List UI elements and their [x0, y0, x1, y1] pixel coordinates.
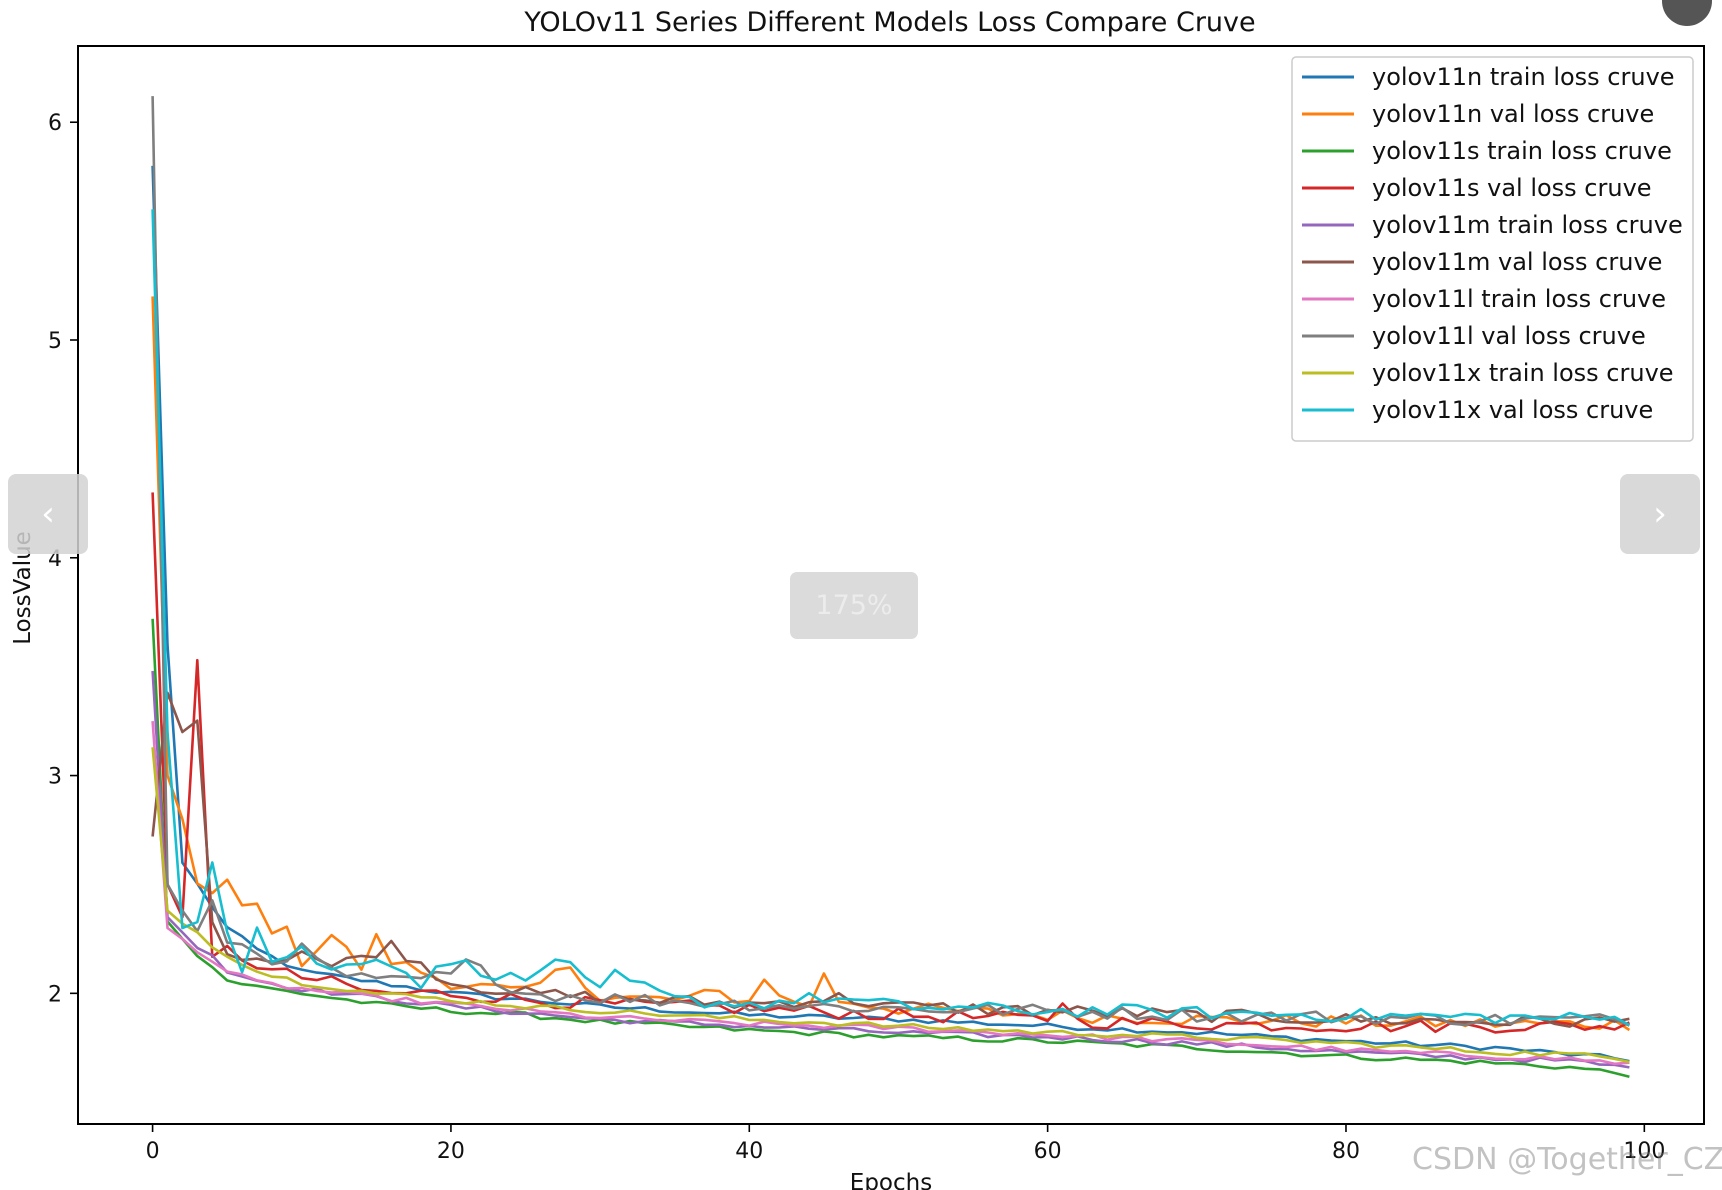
y-tick-label: 6	[48, 111, 62, 136]
series-layer	[151, 96, 1631, 1078]
legend-label: yolov11n val loss cruve	[1372, 100, 1654, 128]
legend-label: yolov11n train loss cruve	[1372, 63, 1675, 91]
zoom-level-badge: 175%	[790, 572, 918, 639]
legend-label: yolov11s train loss cruve	[1372, 137, 1672, 165]
series-line-7	[151, 721, 1630, 1066]
watermark: CSDN @Together_CZ	[1412, 1142, 1722, 1177]
series-line-8	[151, 96, 1630, 1027]
previous-image-button[interactable]: ‹	[8, 474, 88, 554]
x-axis-label: Epochs	[850, 1170, 932, 1190]
series-line-1	[151, 165, 1630, 1063]
legend-label: yolov11x train loss cruve	[1372, 359, 1674, 387]
legend-label: yolov11l train loss cruve	[1372, 285, 1666, 313]
next-image-button[interactable]: ›	[1620, 474, 1700, 554]
series-line-3	[151, 618, 1630, 1078]
legend-label: yolov11m val loss cruve	[1372, 248, 1662, 276]
legend-label: yolov11m train loss cruve	[1372, 211, 1683, 239]
series-line-5	[151, 670, 1630, 1069]
legend-label: yolov11s val loss cruve	[1372, 174, 1652, 202]
x-tick-label: 80	[1332, 1139, 1360, 1164]
x-tick-label: 20	[437, 1139, 465, 1164]
chevron-right-icon: ›	[1653, 494, 1667, 534]
legend-box	[1291, 56, 1694, 442]
x-tick-label: 60	[1034, 1139, 1062, 1164]
y-tick-label: 2	[48, 982, 62, 1007]
plot-frame	[77, 45, 1705, 1125]
x-tick-label: 100	[1623, 1139, 1665, 1164]
y-tick-label: 5	[48, 329, 62, 354]
x-tick-label: 40	[735, 1139, 763, 1164]
chevron-left-icon: ‹	[41, 494, 55, 534]
x-tick-label: 0	[146, 1139, 160, 1164]
series-line-9	[151, 747, 1630, 1064]
legend: yolov11n train loss cruve yolov11n val lo…	[1291, 56, 1694, 442]
legend-label: yolov11x val loss cruve	[1372, 396, 1653, 424]
y-tick-label: 3	[48, 765, 62, 790]
legend-label: yolov11l val loss cruve	[1372, 322, 1646, 350]
chart-title: YOLOv11 Series Different Models Loss Com…	[523, 7, 1255, 38]
series-line-10	[151, 209, 1631, 1027]
